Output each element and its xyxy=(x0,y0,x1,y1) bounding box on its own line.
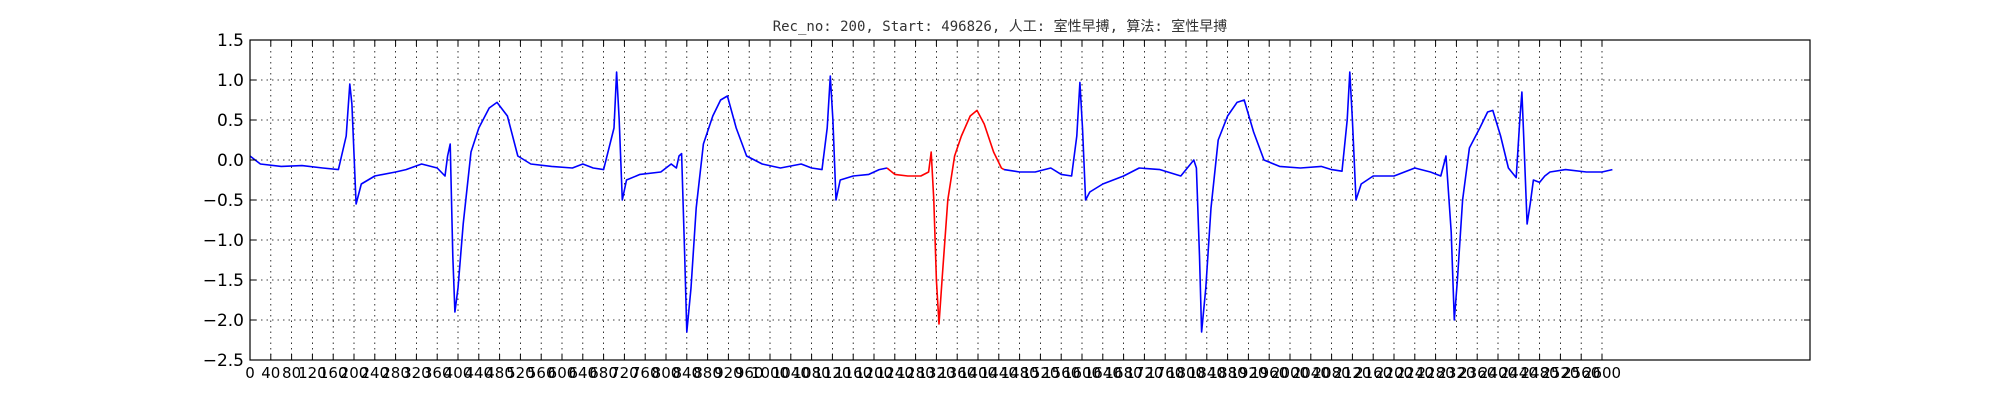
x-tick-label: 1240 xyxy=(876,364,914,382)
x-tick-label: 1360 xyxy=(938,364,976,382)
y-tick-label: 1.5 xyxy=(217,31,244,51)
x-tick-label: 960 xyxy=(735,364,764,382)
x-tick-label: 2040 xyxy=(1292,364,1330,382)
y-axis-ticks: 1.5 1.0 0.5 0.0 −0.5 −1.0 −1.5 −2.0 −2.5 xyxy=(203,31,1810,371)
x-tick-label: 1000 xyxy=(751,364,789,382)
x-tick-label: 320 xyxy=(402,364,431,382)
x-tick-label: 1400 xyxy=(959,364,997,382)
series-line-1 xyxy=(886,109,1005,325)
x-tick-label: 880 xyxy=(693,364,722,382)
x-axis-ticks: 0 40 8012016020024028032036040044048052056… xyxy=(245,40,1621,382)
x-tick-label: 1200 xyxy=(855,364,893,382)
x-tick-label: 720 xyxy=(610,364,639,382)
x-tick-label: 1880 xyxy=(1209,364,1247,382)
x-tick-label: 2320 xyxy=(1437,364,1475,382)
x-tick-label: 2200 xyxy=(1375,364,1413,382)
x-tick-label: 1840 xyxy=(1188,364,1226,382)
y-tick-label: −1.5 xyxy=(203,271,244,291)
y-tick-label: 0.0 xyxy=(217,151,244,171)
x-tick-label: 800 xyxy=(652,364,681,382)
x-tick-label: 680 xyxy=(589,364,618,382)
x-tick-label: 360 xyxy=(423,364,452,382)
x-tick-label: 640 xyxy=(568,364,597,382)
x-tick-label: 1480 xyxy=(1001,364,1039,382)
x-tick-label: 2080 xyxy=(1313,364,1351,382)
x-tick-label: 2160 xyxy=(1354,364,1392,382)
x-tick-label: 0 xyxy=(245,364,255,382)
y-tick-label: −2.5 xyxy=(203,351,244,371)
x-tick-label: 1600 xyxy=(1063,364,1101,382)
series-line-0 xyxy=(249,71,888,333)
x-tick-label: 1960 xyxy=(1250,364,1288,382)
x-tick-label: 2400 xyxy=(1479,364,1517,382)
chart-title: Rec_no: 200, Start: 496826, 人工: 室性早搏, 算法… xyxy=(772,19,1228,35)
x-tick-label: 920 xyxy=(714,364,743,382)
x-tick-label: 1080 xyxy=(793,364,831,382)
x-tick-label: 1320 xyxy=(917,364,955,382)
x-tick-label: 560 xyxy=(527,364,556,382)
x-tick-label: 1440 xyxy=(980,364,1018,382)
x-tick-label: 760 xyxy=(631,364,660,382)
x-tick-label: 1560 xyxy=(1042,364,1080,382)
x-tick-label: 1520 xyxy=(1021,364,1059,382)
x-tick-label: 480 xyxy=(485,364,514,382)
y-tick-label: −2.0 xyxy=(203,311,244,331)
x-tick-label: 1160 xyxy=(834,364,872,382)
x-tick-label: 2440 xyxy=(1500,364,1538,382)
x-tick-label: 1760 xyxy=(1146,364,1184,382)
x-tick-label: 1680 xyxy=(1105,364,1143,382)
x-tick-label: 2000 xyxy=(1271,364,1309,382)
x-tick-label: 840 xyxy=(672,364,701,382)
x-tick-label: 520 xyxy=(506,364,535,382)
x-tick-label: 280 xyxy=(381,364,410,382)
x-tick-label: 1120 xyxy=(813,364,851,382)
x-tick-label: 1040 xyxy=(772,364,810,382)
series-layer xyxy=(249,71,1613,333)
x-tick-label: 40 xyxy=(261,364,280,382)
series-line-2 xyxy=(1003,71,1613,333)
x-tick-label: 1800 xyxy=(1167,364,1205,382)
x-tick-label: 80 xyxy=(282,364,301,382)
y-tick-label: 0.5 xyxy=(217,111,244,131)
x-tick-label: 2280 xyxy=(1417,364,1455,382)
x-tick-label: 1640 xyxy=(1084,364,1122,382)
x-tick-label: 2360 xyxy=(1458,364,1496,382)
x-tick-label: 2520 xyxy=(1541,364,1579,382)
x-tick-label: 2120 xyxy=(1333,364,1371,382)
x-tick-label: 1280 xyxy=(897,364,935,382)
y-tick-label: −1.0 xyxy=(203,231,244,251)
x-tick-label: 120 xyxy=(298,364,327,382)
x-tick-label: 400 xyxy=(444,364,473,382)
x-tick-label: 160 xyxy=(319,364,348,382)
y-tick-label: 1.0 xyxy=(217,71,244,91)
x-tick-label: 2240 xyxy=(1396,364,1434,382)
x-tick-label: 440 xyxy=(464,364,493,382)
x-tick-label: 1720 xyxy=(1125,364,1163,382)
x-tick-label: 1920 xyxy=(1229,364,1267,382)
x-tick-label: 2600 xyxy=(1583,364,1621,382)
y-tick-label: −0.5 xyxy=(203,191,244,211)
x-tick-label: 2560 xyxy=(1562,364,1600,382)
x-tick-label: 200 xyxy=(340,364,369,382)
x-tick-label: 600 xyxy=(548,364,577,382)
grid-layer xyxy=(249,39,1810,361)
x-tick-label: 240 xyxy=(360,364,389,382)
x-tick-label: 2480 xyxy=(1521,364,1559,382)
